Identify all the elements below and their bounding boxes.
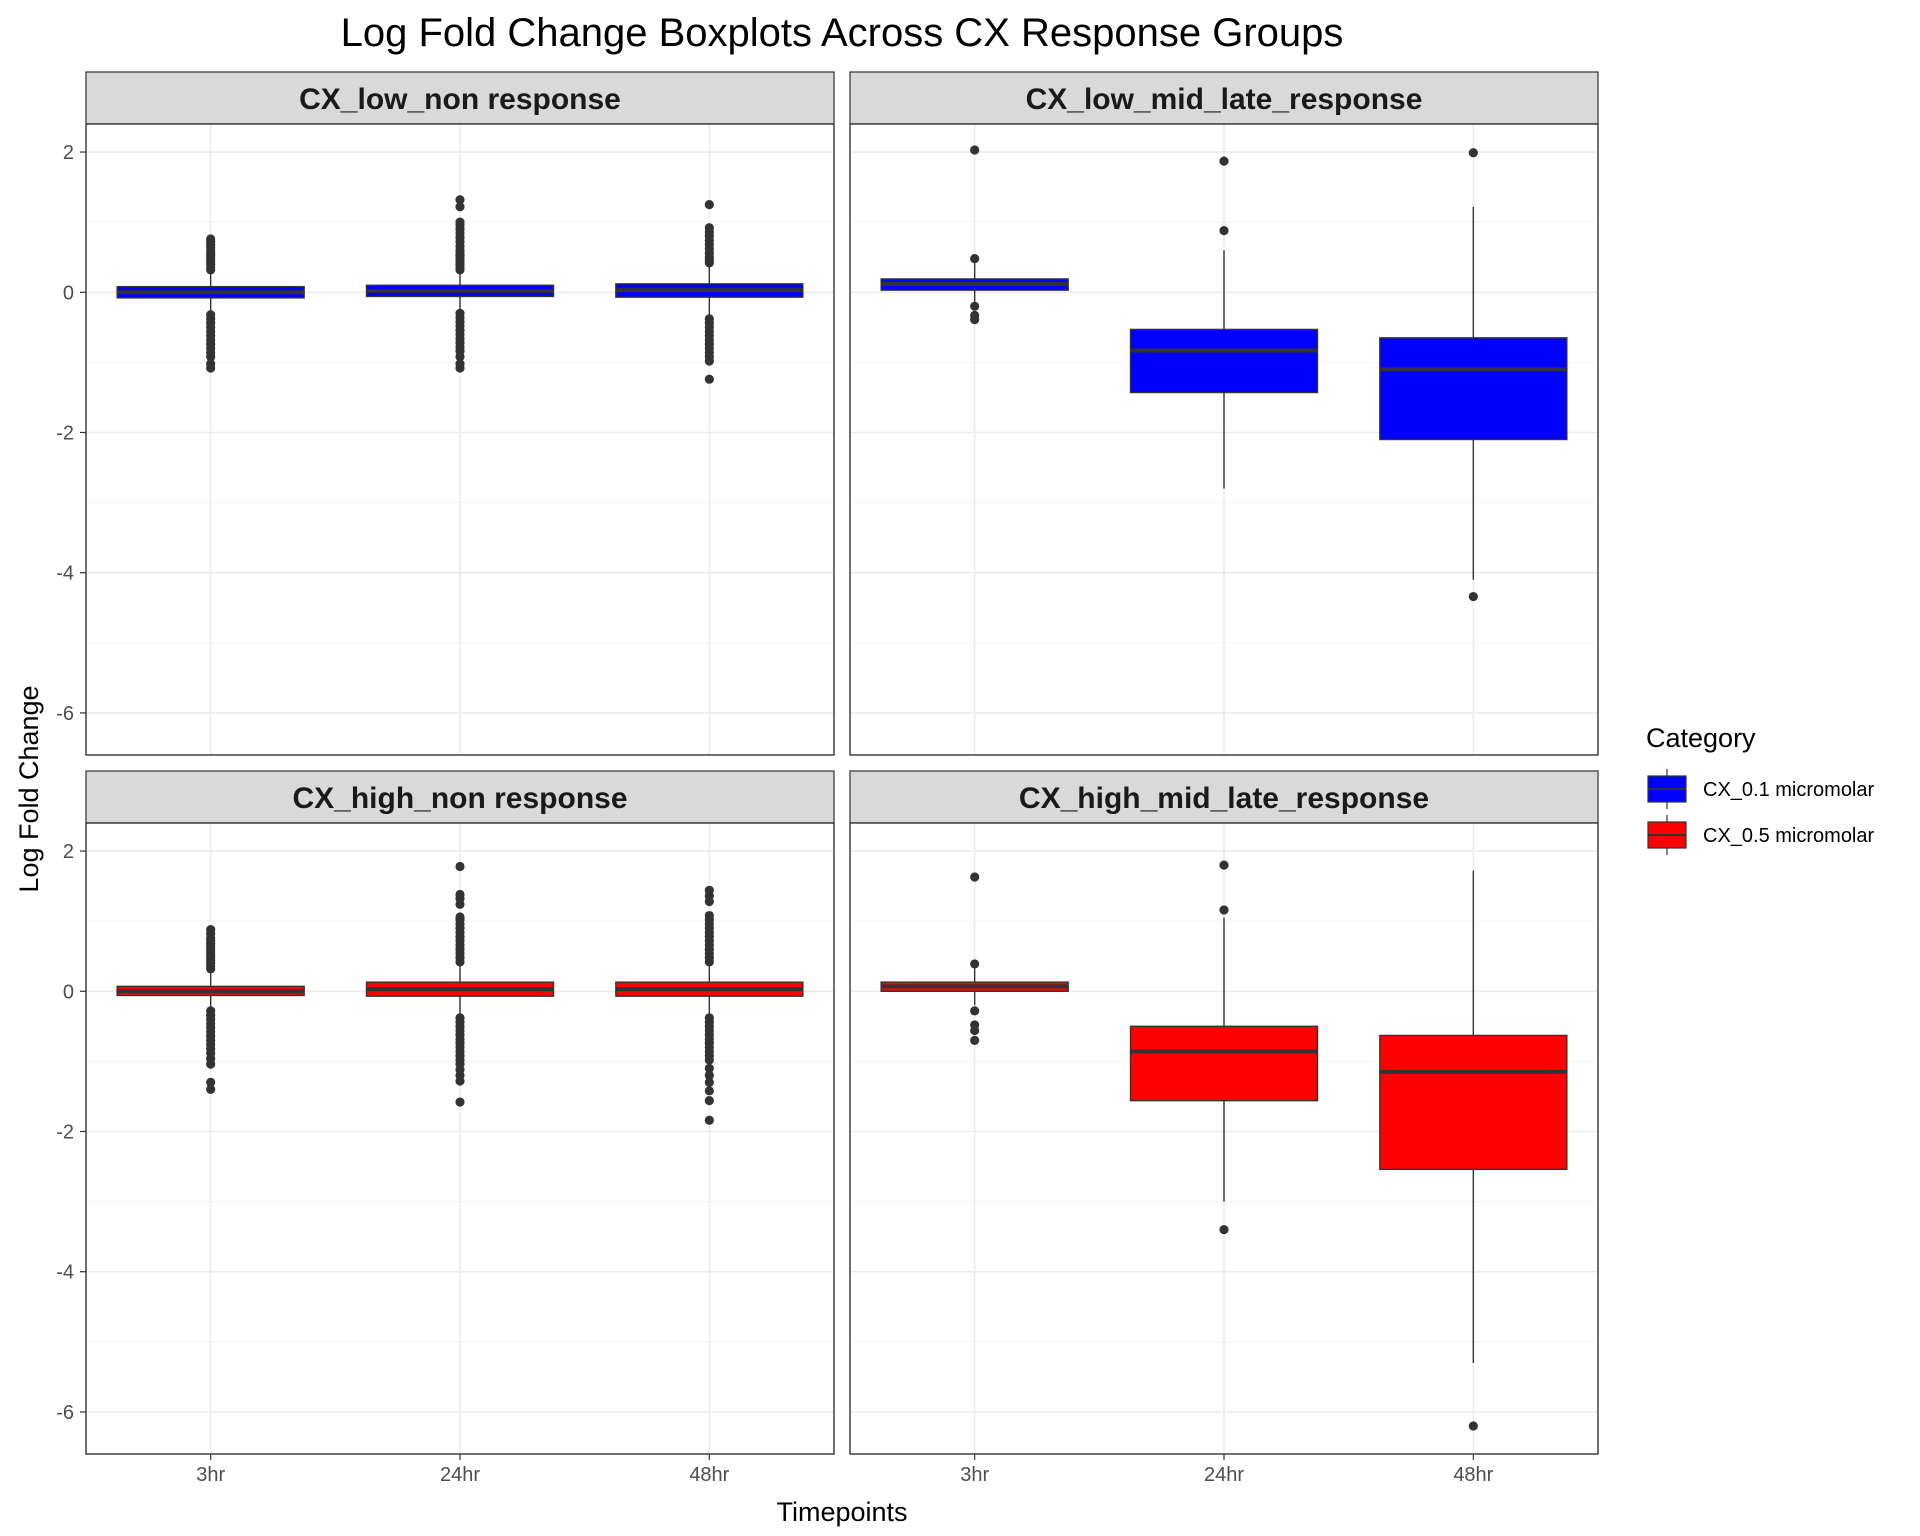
outlier-point xyxy=(455,195,465,205)
outlier-point xyxy=(1468,591,1478,602)
facet-strip-label: CX_low_non response xyxy=(299,83,621,116)
y-tick-label: -2 xyxy=(56,1121,74,1143)
outlier-point xyxy=(455,889,465,900)
x-axis-title: Timepoints xyxy=(776,1497,907,1527)
y-tick-label: 0 xyxy=(63,282,74,304)
y-axis-title: Log Fold Change xyxy=(14,685,44,892)
x-tick-label: 48hr xyxy=(1453,1464,1493,1486)
facet-panel: CX_high_non response 2 0 -2 -4 -6 3hr 24hr 48hr xyxy=(56,770,835,1486)
outlier-point xyxy=(704,1077,714,1088)
box xyxy=(1129,328,1319,394)
outlier-point xyxy=(206,924,216,935)
outlier-point xyxy=(970,1025,980,1036)
outlier-point xyxy=(970,872,980,882)
legend-label: CX_0.1 micromolar xyxy=(1703,779,1875,801)
outlier-point xyxy=(206,1077,216,1088)
outlier-point xyxy=(455,1097,465,1107)
x-tick-label: 3hr xyxy=(960,1464,989,1486)
outlier-point xyxy=(1219,1225,1229,1235)
facet-panels: CX_low_non response 2 0 -2 -4 -6 CX_low_mid_la… xyxy=(56,71,1599,1486)
outlier-point xyxy=(206,1084,216,1095)
y-tick-label: -6 xyxy=(56,703,74,725)
outlier-point xyxy=(704,374,714,384)
outlier-point xyxy=(206,363,216,373)
facet-panel: CX_low_mid_late_response xyxy=(849,71,1599,756)
outlier-point xyxy=(970,301,980,311)
outlier-point xyxy=(455,202,465,212)
facet-strip-label: CX_high_mid_late_response xyxy=(1019,782,1429,815)
outlier-point xyxy=(1219,225,1229,236)
outlier-point xyxy=(704,1070,714,1080)
outlier-point xyxy=(455,912,465,922)
facet-strip xyxy=(85,71,835,125)
outlier-point xyxy=(970,145,980,155)
x-tick-label: 24hr xyxy=(440,1464,480,1486)
outlier-point xyxy=(970,959,980,969)
facet-panel: CX_low_non response 2 0 -2 -4 -6 xyxy=(56,71,835,756)
x-tick-label: 48hr xyxy=(689,1464,729,1486)
chart-title: Log Fold Change Boxplots Across CX Respo… xyxy=(341,11,1344,55)
outlier-point xyxy=(970,315,980,325)
outlier-point xyxy=(1219,860,1229,870)
facet-strip-label: CX_high_non response xyxy=(292,782,627,815)
outlier-point xyxy=(704,1096,714,1106)
box xyxy=(1129,1025,1319,1102)
legend-label: CX_0.5 micromolar xyxy=(1703,825,1875,847)
box xyxy=(1379,337,1568,441)
outlier-point xyxy=(970,1006,980,1016)
outlier-point xyxy=(704,1063,714,1073)
y-tick-label: 2 xyxy=(63,841,74,863)
outlier-point xyxy=(455,217,465,227)
outlier-point xyxy=(455,861,465,872)
y-tick-label: -6 xyxy=(56,1402,74,1424)
outlier-point xyxy=(704,223,714,233)
outlier-point xyxy=(704,1086,714,1096)
y-tick-label: 0 xyxy=(63,981,74,1003)
box xyxy=(1379,1034,1568,1171)
outlier-point xyxy=(704,1115,714,1125)
x-tick-label: 3hr xyxy=(196,1464,225,1486)
outlier-point xyxy=(970,1035,980,1045)
y-tick-label: -4 xyxy=(56,1262,74,1284)
outlier-point xyxy=(704,1055,714,1065)
y-tick-label: -2 xyxy=(56,422,74,444)
outlier-point xyxy=(206,352,216,362)
legend-title: Category xyxy=(1646,723,1756,753)
outlier-point xyxy=(1468,1421,1478,1431)
outlier-point xyxy=(704,910,714,921)
y-tick-label: 2 xyxy=(63,142,74,164)
x-tick-label: 24hr xyxy=(1204,1464,1244,1486)
outlier-point xyxy=(455,352,465,362)
outlier-point xyxy=(1468,148,1478,158)
y-tick-label: -4 xyxy=(56,563,74,585)
outlier-point xyxy=(1219,905,1229,915)
facet-strip-label: CX_low_mid_late_response xyxy=(1026,83,1423,116)
outlier-point xyxy=(455,363,465,373)
outlier-point xyxy=(704,200,714,210)
outlier-point xyxy=(1219,156,1229,166)
legend: Category CX_0.1 micromolar CX_0.5 micromo… xyxy=(1646,723,1875,855)
outlier-point xyxy=(206,234,216,244)
panel-border xyxy=(849,123,1599,756)
outlier-point xyxy=(206,1059,216,1069)
outlier-point xyxy=(970,254,980,264)
outlier-point xyxy=(704,885,714,895)
facet-strip xyxy=(849,770,1599,824)
facet-strip xyxy=(85,770,835,824)
facet-panel: CX_high_mid_late_response 3hr 24hr 48hr xyxy=(849,770,1599,1486)
outlier-point xyxy=(455,1076,465,1086)
panel-border xyxy=(85,123,835,756)
outlier-point xyxy=(704,356,714,366)
